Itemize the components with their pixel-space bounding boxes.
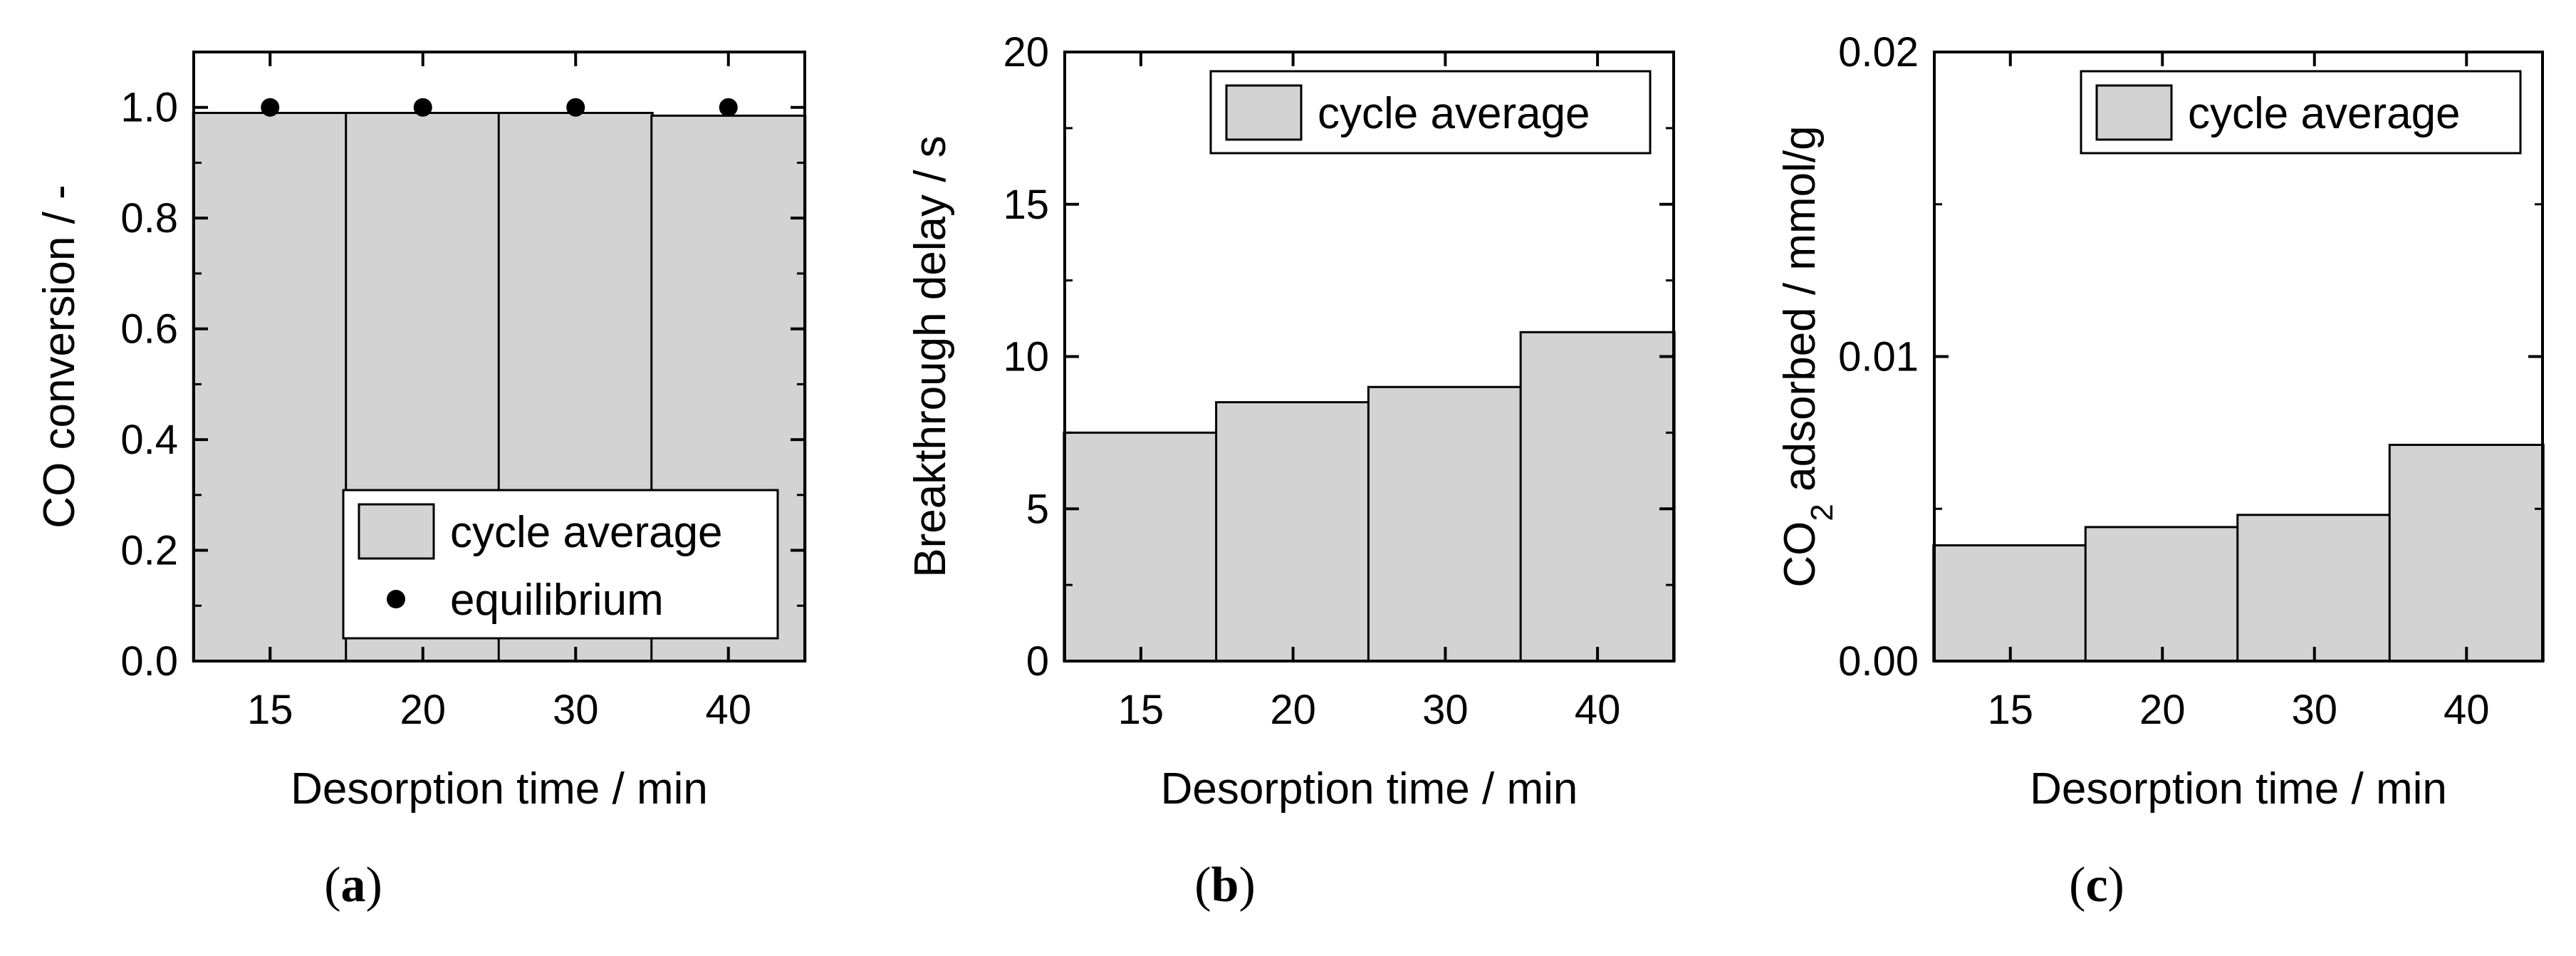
legend-c: cycle average (2080, 70, 2522, 155)
legend-swatch-bar-c (2095, 84, 2173, 141)
xtick-label-b: 40 (1575, 687, 1621, 733)
panel-label-close-a: ) (366, 858, 382, 913)
point-a-20 (413, 98, 432, 117)
legend-a: cycle average equilibrium (342, 489, 779, 640)
panel-label-open-b: ( (1194, 858, 1211, 913)
ytick-label-a: 0.4 (120, 417, 178, 463)
panel-label-c: (c) (2069, 858, 2124, 913)
panel-label-letter-c: c (2085, 858, 2107, 913)
ytick-label-c: 0.00 (1838, 638, 1919, 685)
ytick-label-a: 0.2 (120, 528, 178, 574)
ytick-label-a: 0.8 (120, 195, 178, 241)
plot-frame-a (192, 51, 806, 663)
panel-label-close-c: ) (2108, 858, 2124, 913)
bar-a-15 (192, 112, 348, 663)
xtick-label-b: 20 (1270, 687, 1316, 733)
legend-b: cycle average (1209, 70, 1652, 155)
xtick-label-c: 30 (2291, 687, 2337, 733)
chart-panel-b: 0 5 10 15 20 15 20 30 40 Desorption time / min Bre… (906, 29, 1676, 913)
panel-label-letter-b: b (1211, 858, 1239, 913)
xtick-label-b: 30 (1422, 687, 1469, 733)
point-a-40 (719, 98, 738, 117)
y-axis-title-sub-c: 2 (1805, 504, 1840, 521)
ytick-label-a: 1.0 (120, 85, 178, 131)
bar-c-20 (2084, 526, 2241, 663)
chart-panel-c: 0.00 0.01 0.02 15 20 30 40 Desorption time / mi… (1775, 29, 2545, 913)
bar-b-20 (1215, 401, 1372, 663)
panel-label-a: (a) (324, 858, 382, 913)
xtick-label-a: 20 (400, 687, 446, 733)
xtick-label-c: 20 (2139, 687, 2186, 733)
panel-label-open-a: ( (324, 858, 340, 913)
panel-label-letter-a: a (341, 858, 366, 913)
xtick-label-a: 15 (247, 687, 293, 733)
ytick-label-b: 10 (1003, 334, 1049, 380)
ytick-label-a: 0.6 (120, 306, 178, 353)
legend-label-b: cycle average (1318, 89, 1590, 138)
bar-b-15 (1063, 431, 1219, 663)
x-axis-title-a: Desorption time / min (291, 764, 708, 814)
ytick-label-a: 0.0 (120, 638, 178, 685)
xtick-label-c: 40 (2444, 687, 2490, 733)
ytick-label-c: 0.01 (1838, 334, 1919, 380)
legend-label-c: cycle average (2188, 89, 2461, 138)
y-axis-title-c: CO2 adsorbed / mmol/g (1775, 125, 1840, 587)
legend-swatch-point-a (387, 590, 405, 608)
y-axis-title-a: CO conversion / - (35, 185, 84, 528)
xtick-label-a: 40 (705, 687, 751, 733)
bar-c-40 (2388, 443, 2545, 663)
panel-label-open-c: ( (2069, 858, 2085, 913)
y-axis-title-pre-c: CO (1775, 521, 1825, 588)
bar-c-15 (1932, 544, 2089, 663)
bar-b-40 (1519, 331, 1676, 663)
bar-c-30 (2236, 514, 2393, 663)
y-axis-title-post-c: adsorbed / mmol/g (1775, 125, 1825, 504)
point-a-15 (261, 98, 280, 117)
ytick-label-b: 20 (1003, 29, 1049, 76)
point-a-30 (566, 98, 585, 117)
xtick-label-c: 15 (1987, 687, 2033, 733)
chart-panel-a: 0.0 0.2 0.4 0.6 0.8 1.0 15 20 30 40 Desorption tim… (35, 51, 807, 913)
ytick-label-c: 0.02 (1838, 29, 1919, 76)
xtick-label-a: 30 (553, 687, 599, 733)
x-axis-title-b: Desorption time / min (1161, 764, 1578, 814)
legend-swatch-bar-b (1225, 84, 1303, 141)
x-axis-title-c: Desorption time / min (2030, 764, 2447, 814)
ytick-label-b: 5 (1026, 486, 1049, 532)
bar-b-30 (1367, 385, 1523, 663)
panel-label-close-b: ) (1239, 858, 1255, 913)
legend-label-a: equilibrium (450, 576, 664, 625)
legend-swatch-bar-a (358, 503, 435, 560)
y-axis-title-b: Breakthrough delay / s (906, 135, 955, 577)
ytick-label-b: 15 (1003, 182, 1049, 228)
panel-label-b: (b) (1194, 858, 1256, 913)
legend-label-a: cycle average (450, 508, 723, 557)
ytick-label-b: 0 (1026, 638, 1049, 685)
xtick-label-b: 15 (1118, 687, 1164, 733)
